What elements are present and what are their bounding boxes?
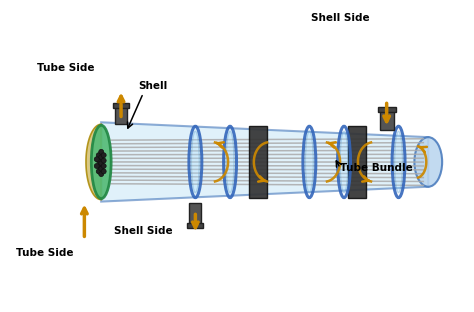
Circle shape	[99, 149, 104, 154]
Ellipse shape	[394, 131, 402, 193]
Bar	[249, 126, 267, 197]
Bar	[113, 104, 129, 109]
Bar	[348, 126, 366, 197]
Ellipse shape	[226, 131, 234, 193]
Ellipse shape	[305, 131, 313, 193]
Bar	[378, 107, 396, 112]
Text: Shell: Shell	[138, 81, 168, 91]
Text: Tube Bundle: Tube Bundle	[340, 163, 413, 173]
Ellipse shape	[414, 137, 442, 187]
Circle shape	[101, 153, 106, 158]
Text: Shell Side: Shell Side	[114, 227, 173, 236]
Circle shape	[101, 158, 106, 163]
Text: Tube Side: Tube Side	[16, 248, 73, 258]
Circle shape	[96, 158, 101, 163]
Text: Tube Side: Tube Side	[37, 62, 94, 72]
Ellipse shape	[340, 131, 348, 193]
Bar	[380, 110, 393, 130]
Polygon shape	[86, 124, 101, 200]
Ellipse shape	[191, 131, 200, 193]
Bar	[190, 202, 201, 224]
Circle shape	[101, 169, 106, 174]
Circle shape	[99, 155, 104, 160]
Bar	[187, 223, 203, 228]
Ellipse shape	[91, 125, 111, 199]
Circle shape	[99, 166, 104, 171]
Circle shape	[96, 153, 101, 158]
Circle shape	[94, 163, 99, 168]
Circle shape	[99, 172, 104, 177]
Text: Shell Side: Shell Side	[311, 13, 370, 23]
Circle shape	[99, 161, 104, 166]
Circle shape	[101, 163, 106, 168]
Circle shape	[96, 163, 101, 168]
Circle shape	[94, 157, 99, 162]
Polygon shape	[101, 122, 428, 202]
Circle shape	[96, 169, 101, 174]
Bar	[115, 106, 127, 124]
